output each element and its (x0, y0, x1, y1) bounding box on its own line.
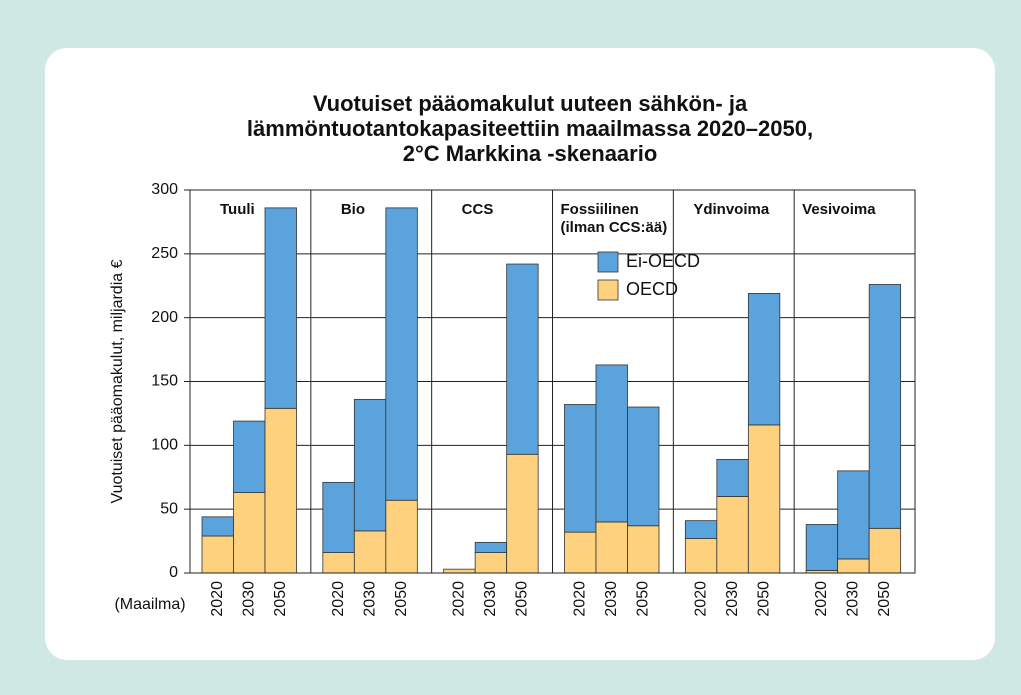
y-axis-label: Vuotuiset pääomakulut, miljardia € (109, 259, 126, 503)
bar-segment (233, 420, 266, 493)
group-label: Bio (341, 201, 365, 218)
bar-segment (868, 284, 902, 529)
x-tick-label: 2050 (755, 581, 772, 617)
bar-segment (443, 568, 476, 574)
y-tick-label: 150 (151, 373, 178, 390)
bar-segment (353, 398, 387, 532)
bar-segment (264, 207, 297, 409)
x-tick-label: 2020 (209, 581, 226, 617)
bar-segment (716, 458, 749, 497)
legend-label: OECD (626, 279, 678, 299)
bar-segment (474, 541, 508, 553)
bar-segment (201, 535, 234, 574)
bar-segment (747, 293, 781, 426)
x-tick-label: 2050 (876, 581, 893, 617)
group-label: Vesivoima (802, 201, 876, 218)
bar-segment (353, 530, 387, 574)
bar-segment (837, 558, 870, 574)
x-axis-label: (Maailma) (114, 596, 185, 613)
bar-segment (233, 492, 266, 574)
chart-title: Vuotuiset pääomakulut uuteen sähkön- ja (313, 91, 748, 116)
group-label: (ilman CCS:ää) (561, 219, 668, 236)
bar-segment (684, 538, 718, 574)
group-label: Tuuli (220, 201, 255, 218)
x-tick-label: 2050 (272, 581, 289, 617)
plot-frame (189, 189, 916, 574)
y-tick-label: 200 (151, 309, 178, 326)
bar-segment (627, 406, 660, 527)
x-tick-label: 2020 (692, 581, 709, 617)
x-tick-label: 2020 (813, 581, 830, 617)
bar-segment (385, 207, 418, 501)
group-label: Ydinvoima (693, 201, 770, 218)
x-tick-label: 2050 (634, 581, 651, 617)
bar-segment (747, 424, 781, 574)
bar-segment (506, 263, 539, 455)
bar-segment (201, 516, 234, 537)
bar-segment (322, 481, 355, 553)
bar-segment (805, 524, 839, 571)
x-tick-label: 2050 (393, 581, 410, 617)
group-label: Fossiilinen (561, 201, 639, 218)
bar-segment (868, 527, 902, 574)
x-tick-label: 2020 (451, 581, 468, 617)
x-tick-label: 2030 (361, 581, 378, 617)
bar-segment (506, 453, 539, 574)
x-tick-label: 2030 (603, 581, 620, 617)
chart-title: lämmöntuotantokapasiteettiin maailmassa … (247, 116, 813, 141)
x-tick-label: 2030 (724, 581, 741, 617)
bar-segment (716, 495, 749, 574)
bar-segment (564, 531, 597, 574)
bar-segment (564, 404, 597, 533)
legend-swatch (597, 251, 619, 273)
x-tick-label: 2020 (330, 581, 347, 617)
x-tick-label: 2030 (482, 581, 499, 617)
y-tick-label: 250 (151, 245, 178, 262)
bar-segment (474, 552, 508, 574)
bar-segment (322, 552, 355, 574)
bar-segment (595, 364, 628, 523)
y-tick-label: 50 (160, 500, 178, 517)
chart-title: 2°C Markkina -skenaario (403, 141, 658, 166)
x-tick-label: 2030 (240, 581, 257, 617)
bar-segment (264, 407, 297, 574)
bar-segment (837, 470, 870, 560)
x-tick-label: 2050 (514, 581, 531, 617)
y-tick-label: 300 (151, 181, 178, 198)
bar-segment (595, 521, 628, 574)
bar-segment (385, 499, 418, 574)
legend-swatch (597, 279, 619, 301)
legend-label: Ei-OECD (626, 251, 700, 271)
y-tick-label: 0 (169, 564, 178, 581)
y-tick-label: 100 (151, 437, 178, 454)
group-label: CCS (462, 201, 494, 218)
bar-segment (627, 525, 660, 574)
x-tick-label: 2030 (845, 581, 862, 617)
bar-segment (684, 520, 718, 539)
x-tick-label: 2020 (571, 581, 588, 617)
